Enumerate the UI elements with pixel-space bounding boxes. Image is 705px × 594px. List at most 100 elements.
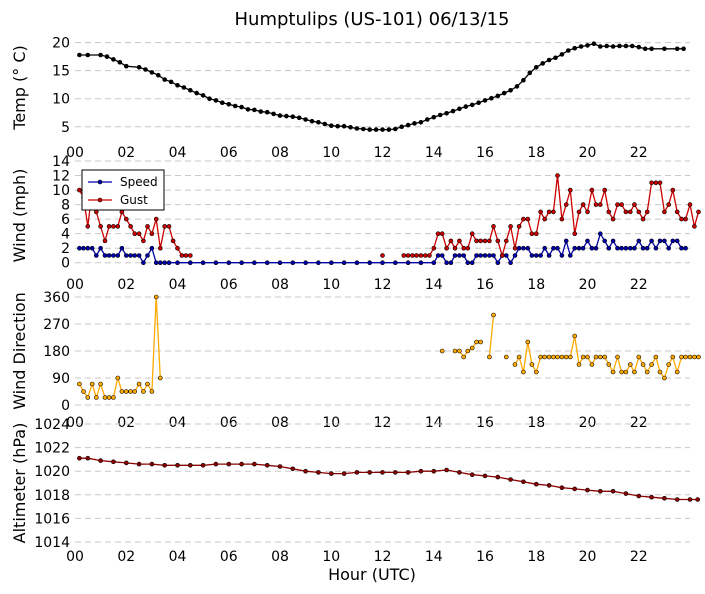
data-point	[636, 493, 642, 499]
data-point	[597, 231, 603, 236]
data-point	[644, 369, 650, 375]
data-point	[606, 209, 612, 215]
x-tick-label: 10	[322, 277, 340, 293]
data-point	[405, 122, 411, 128]
y-tick-label: 1020	[34, 464, 70, 480]
data-point	[521, 369, 526, 375]
data-point	[629, 43, 635, 49]
data-point	[418, 120, 424, 125]
data-point	[593, 245, 599, 251]
data-point	[89, 381, 95, 387]
data-point	[585, 487, 590, 493]
data-point	[115, 224, 121, 229]
x-tick-label: 08	[271, 277, 289, 293]
data-point	[439, 253, 445, 258]
data-point	[508, 88, 513, 93]
data-point	[104, 54, 110, 59]
data-point	[627, 209, 633, 215]
data-point	[476, 100, 481, 105]
data-point	[448, 260, 454, 266]
data-point	[85, 224, 91, 229]
data-point	[508, 224, 513, 229]
data-point	[593, 202, 599, 207]
data-point	[521, 216, 526, 222]
legend-entry: Speed	[120, 175, 158, 189]
data-point	[516, 224, 522, 229]
data-point	[627, 245, 633, 251]
data-point	[399, 124, 405, 130]
data-point	[465, 260, 471, 266]
data-point	[610, 238, 616, 244]
data-point	[162, 77, 167, 82]
data-point	[309, 118, 315, 124]
x-tick-label: 08	[271, 415, 289, 431]
data-point	[649, 494, 654, 500]
data-point	[128, 253, 133, 258]
data-point	[175, 245, 180, 251]
data-point	[653, 180, 659, 186]
data-point	[213, 260, 219, 266]
data-point	[463, 104, 469, 109]
data-point	[465, 348, 471, 354]
series-line	[78, 296, 699, 400]
data-point	[450, 108, 456, 114]
data-point	[589, 362, 595, 367]
data-point	[516, 354, 522, 360]
data-point	[264, 260, 270, 266]
data-point	[213, 98, 219, 103]
data-point	[533, 231, 539, 236]
x-tick-label: 12	[374, 145, 392, 161]
x-tick-label: 02	[117, 415, 135, 431]
y-tick-label: 1018	[34, 488, 70, 504]
y-tick-label: 1024	[34, 417, 70, 433]
data-point	[546, 209, 552, 215]
data-point	[427, 253, 432, 258]
data-point	[145, 253, 150, 258]
y-tick-label: 1014	[34, 535, 70, 551]
data-point	[166, 260, 172, 266]
data-point	[649, 46, 654, 52]
data-point	[341, 471, 347, 476]
data-point	[106, 395, 112, 400]
data-point	[679, 216, 684, 222]
data-point	[341, 123, 347, 129]
data-point	[188, 462, 193, 468]
data-point	[335, 123, 341, 129]
y-tick-label: 10	[52, 92, 70, 108]
data-point	[457, 348, 462, 354]
data-point	[696, 354, 701, 360]
data-point	[98, 224, 103, 229]
y-tick-label: 4	[61, 227, 70, 243]
data-point	[499, 253, 505, 258]
data-point	[200, 93, 206, 98]
data-point	[461, 245, 467, 251]
y-tick-label: 180	[43, 344, 70, 360]
data-point	[444, 260, 449, 266]
data-point	[538, 209, 543, 215]
data-point	[145, 381, 150, 387]
data-point	[615, 245, 620, 251]
data-point	[303, 260, 308, 266]
data-point	[354, 470, 360, 475]
data-point	[367, 260, 373, 266]
y-tick-label: 2	[61, 241, 70, 257]
data-point	[551, 354, 556, 360]
data-point	[559, 354, 565, 360]
data-point	[239, 104, 244, 110]
x-tick-label: 12	[374, 549, 392, 565]
data-point	[149, 231, 155, 236]
data-point	[482, 98, 488, 103]
data-point	[576, 209, 582, 215]
data-point	[580, 245, 586, 251]
y-tick-label: 5	[61, 120, 70, 136]
y-tick-label: 6	[61, 212, 70, 228]
data-point	[640, 216, 646, 222]
data-point	[111, 253, 116, 258]
x-tick-label: 02	[117, 145, 135, 161]
data-point	[597, 488, 603, 494]
data-point	[89, 245, 95, 251]
data-point	[482, 238, 488, 244]
data-point	[115, 253, 121, 258]
data-point	[657, 238, 663, 244]
